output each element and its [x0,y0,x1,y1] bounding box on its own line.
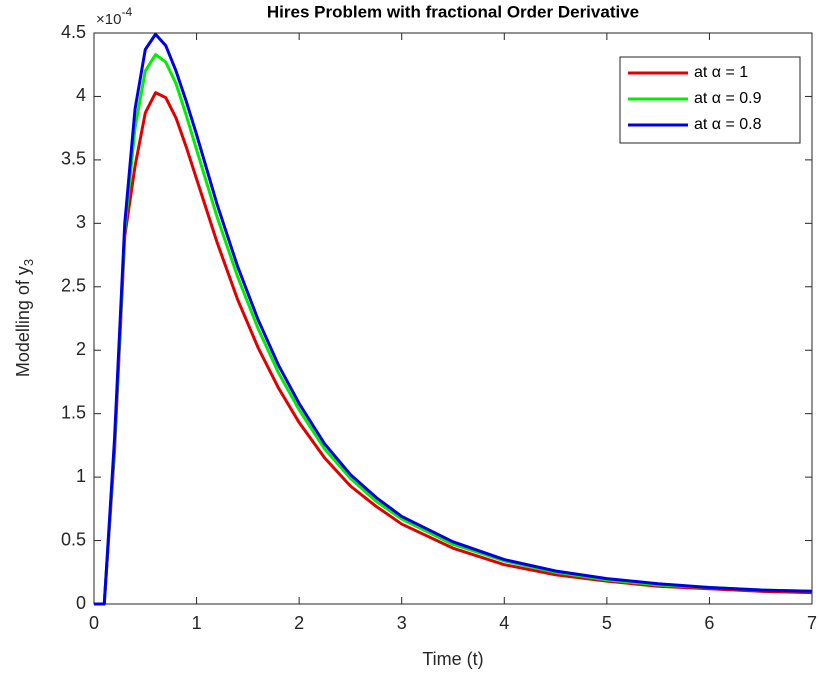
data-line [94,32,813,606]
y-exponent-label: ×10-4 [96,5,132,28]
legend-label: at α = 0.8 [694,116,762,133]
y-tick-label: 2.5 [61,276,86,296]
y-tick-label: 0 [76,593,86,613]
x-tick-label: 2 [294,613,304,633]
chart-title: Hires Problem with fractional Order Deri… [267,2,639,21]
x-tick-label: 6 [704,613,714,633]
x-tick-label: 7 [807,613,817,633]
exponent-base: ×10 [96,11,121,28]
y-tick-label: 1 [76,466,86,486]
exponent-power: -4 [121,5,132,19]
y-label-main: Modelling of y [13,266,33,377]
data-line [94,91,813,606]
legend-label: at α = 1 [694,64,748,81]
legend-label: at α = 0.9 [694,90,762,107]
y-tick-label: 4 [76,85,86,105]
y-tick-label: 3 [76,212,86,232]
y-tick-label: 2 [76,339,86,359]
y-label-subscript: 3 [21,259,36,266]
y-tick-label: 4.5 [61,22,86,42]
x-tick-label: 0 [89,613,99,633]
y-tick-label: 0.5 [61,529,86,549]
x-tick-label: 1 [192,613,202,633]
x-tick-label: 3 [397,613,407,633]
x-tick-label: 5 [602,613,612,633]
x-tick-label: 4 [499,613,509,633]
y-axis-label: Modelling of y3 [13,259,37,377]
y-tick-label: 1.5 [61,402,86,422]
x-axis-label: Time (t) [422,649,483,669]
y-tick-label: 3.5 [61,149,86,169]
